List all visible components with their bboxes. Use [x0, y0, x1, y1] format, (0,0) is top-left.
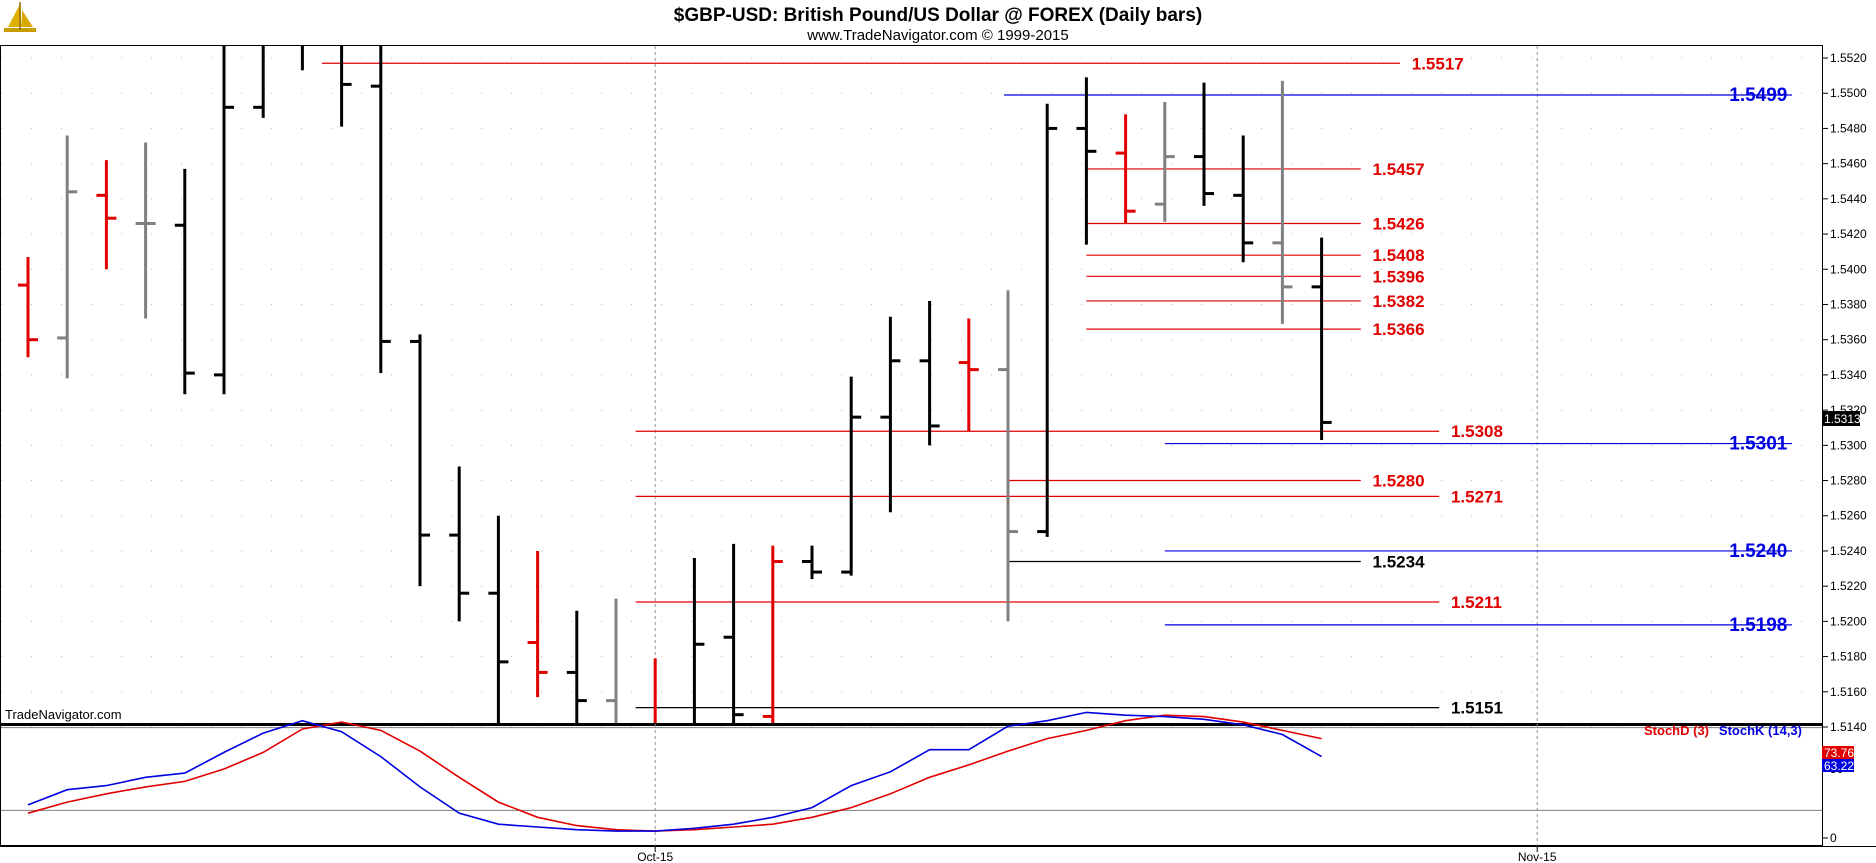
y-tick-label: 1.5160: [1830, 685, 1867, 699]
stochd-value: 73.76: [1824, 746, 1854, 760]
y-tick-label: 1.5460: [1830, 157, 1867, 171]
ohlc-bar: [802, 545, 822, 580]
stochk-line: [27, 711, 1322, 832]
ohlc-bar: [214, 46, 234, 395]
ohlc-bar: [174, 168, 195, 395]
level-label: 1.5426: [1373, 214, 1425, 233]
ohlc-bar: [958, 318, 979, 432]
level-label: 1.5308: [1451, 422, 1503, 441]
ohlc-bar: [692, 557, 705, 723]
ohlc-bar: [253, 46, 265, 118]
stochd-line: [27, 714, 1322, 832]
level-label: 1.5301: [1729, 434, 1788, 455]
stoch-y-label: 0: [1830, 831, 1837, 845]
y-tick-label: 1.5400: [1830, 262, 1867, 276]
level-label: 1.5382: [1373, 292, 1425, 311]
stochk-legend: StochK (14,3): [1719, 723, 1802, 738]
y-tick-label: 1.5200: [1830, 614, 1867, 628]
y-tick-label: 1.5280: [1830, 474, 1867, 488]
x-tick-label: Nov-15: [1518, 850, 1557, 863]
ohlc-bar: [566, 610, 587, 723]
stochk-value: 63.22: [1824, 759, 1854, 773]
ohlc-bar: [1194, 82, 1214, 206]
ohlc-bar: [1115, 114, 1136, 224]
ohlc-bar: [841, 376, 862, 576]
level-label: 1.5457: [1373, 160, 1425, 179]
last-price-label: 1.5313: [1824, 412, 1861, 426]
y-tick-label: 1.5500: [1830, 86, 1867, 100]
y-tick-label: 1.5520: [1830, 51, 1867, 65]
ohlc-bar: [606, 598, 618, 723]
chart-subtitle: www.TradeNavigator.com © 1999-2015: [806, 27, 1068, 44]
y-tick-label: 1.5480: [1830, 121, 1867, 135]
price-bars: [18, 46, 1332, 723]
level-label: 1.5366: [1373, 320, 1425, 339]
ohlc-bar: [880, 316, 901, 513]
level-label: 1.5499: [1729, 85, 1787, 106]
y-tick-label: 1.5420: [1830, 227, 1867, 241]
ohlc-bar: [1154, 102, 1175, 222]
ohlc-bar: [488, 515, 509, 723]
stochk-value-badge: [1822, 759, 1854, 772]
ohlc-bar: [370, 46, 391, 374]
y-tick-label: 1.5260: [1830, 509, 1867, 523]
ohlc-bar: [18, 256, 38, 358]
ohlc-bar: [1233, 135, 1254, 263]
y-tick-label: 1.5140: [1830, 720, 1867, 734]
ohlc-bar: [1076, 77, 1097, 245]
y-tick-label: 1.5180: [1830, 650, 1867, 664]
last-price-badge: 1.5313: [1822, 411, 1861, 426]
logo-icon: [4, 2, 36, 32]
ohlc-bar: [57, 135, 78, 379]
level-label: 1.5271: [1451, 487, 1503, 506]
level-label: 1.5280: [1373, 472, 1425, 491]
ohlc-bar: [135, 142, 156, 319]
x-tick-label: Oct-15: [637, 850, 673, 863]
ohlc-bar: [96, 160, 117, 270]
ohlc-bar: [410, 334, 430, 587]
y-tick-label: 1.5240: [1830, 544, 1867, 558]
level-label: 1.5408: [1373, 246, 1425, 265]
ohlc-bar: [1037, 103, 1058, 537]
watermark: TradeNavigator.com: [5, 707, 122, 722]
ohlc-bar: [723, 543, 744, 723]
level-label: 1.5151: [1451, 699, 1503, 718]
level-label: 1.5240: [1729, 541, 1787, 562]
stochd-legend: StochD (3): [1644, 723, 1709, 738]
y-tick-label: 1.5220: [1830, 579, 1867, 593]
level-label: 1.5234: [1373, 553, 1426, 572]
price-y-axis: 1.5520 1.5500 1.5480 1.5460 1.5440 1.5420 1.54…: [1822, 51, 1867, 734]
y-tick-label: 1.5440: [1830, 192, 1867, 206]
y-tick-label: 1.5380: [1830, 297, 1867, 311]
level-label: 1.5198: [1729, 615, 1787, 636]
level-label: 1.5517: [1412, 54, 1464, 73]
ohlc-bar: [527, 550, 548, 698]
stochd-value-badge: [1822, 746, 1854, 759]
y-tick-label: 1.5360: [1830, 333, 1867, 347]
ohlc-bar: [998, 290, 1018, 622]
level-label: 1.5396: [1373, 267, 1425, 286]
price-panel-frame: [0, 45, 1823, 724]
ohlc-bar: [449, 466, 470, 622]
y-tick-label: 1.5300: [1830, 438, 1867, 452]
chart-title: $GBP-USD: British Pound/US Dollar @ FORE…: [674, 5, 1202, 26]
y-tick-label: 1.5340: [1830, 368, 1867, 382]
ohlc-bar: [340, 46, 352, 127]
ohlc-bar: [919, 300, 940, 446]
ohlc-bar: [762, 545, 783, 723]
date-x-axis: Oct-15 Nov-15: [637, 846, 1557, 863]
ohlc-bar: [1311, 237, 1332, 441]
level-label: 1.5211: [1451, 593, 1502, 612]
level-lines: 1.5517 1.5499 1.5457 1.5426 1.5408 1.5396 1.53…: [322, 54, 1792, 718]
ohlc-bar: [1272, 80, 1293, 324]
